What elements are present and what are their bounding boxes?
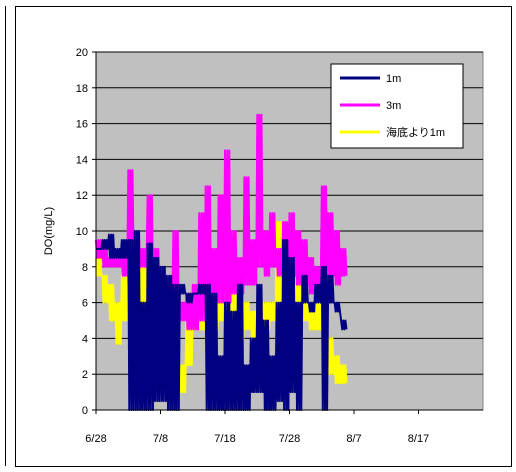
y-tick-label: 12 — [76, 190, 88, 202]
left-frame-edge — [0, 6, 6, 466]
legend-label-1: 1m — [386, 73, 401, 85]
y-tick-label: 10 — [76, 226, 88, 238]
y-tick-label: 4 — [82, 333, 88, 345]
y-tick-label: 8 — [82, 262, 88, 274]
series-layer — [95, 113, 348, 411]
legend-label-2: 3m — [386, 100, 401, 112]
y-tick-labels: 0 2 4 6 8 10 12 14 16 18 20 — [76, 47, 88, 417]
y-tick-label: 0 — [82, 405, 88, 417]
y-axis-title: DO(mg/L) — [43, 207, 55, 255]
y-tick-label: 6 — [82, 298, 88, 310]
legend: 1m 3m 海底より1m — [330, 63, 464, 149]
series-line-1 — [96, 230, 348, 411]
x-tick-label: 7/28 — [279, 433, 300, 445]
x-tick-label: 8/17 — [408, 433, 429, 445]
x-tick-labels: 6/28 7/8 7/18 7/28 8/7 8/17 — [85, 433, 429, 445]
y-tick-label: 20 — [76, 47, 88, 59]
y-tick-label: 14 — [76, 154, 88, 166]
y-tick-label: 18 — [76, 83, 88, 95]
axes — [92, 51, 483, 414]
x-tick-label: 7/8 — [153, 433, 168, 445]
legend-label-3: 海底より1m — [386, 125, 445, 139]
x-tick-label: 7/18 — [214, 433, 235, 445]
y-tick-label: 16 — [76, 119, 88, 131]
x-tick-label: 8/7 — [346, 433, 361, 445]
x-tick-label: 6/28 — [85, 433, 106, 445]
y-tick-label: 2 — [82, 369, 88, 381]
